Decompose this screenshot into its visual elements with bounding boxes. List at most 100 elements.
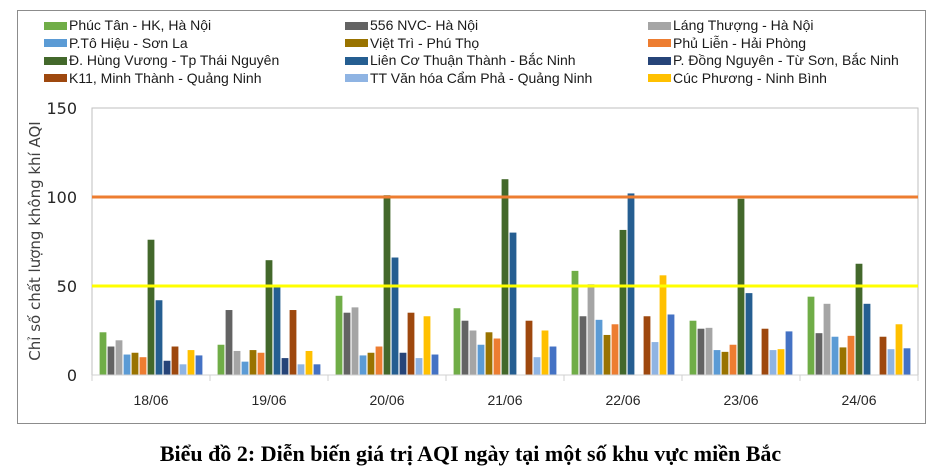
bar [587, 284, 595, 375]
bar [595, 319, 603, 375]
legend-label: Phủ Liễn - Hải Phòng [673, 34, 807, 51]
bar [659, 275, 667, 375]
bar [107, 346, 115, 375]
bar [485, 332, 493, 375]
legend-swatch [44, 74, 67, 83]
bar [721, 351, 729, 375]
bar [273, 285, 281, 375]
bar [627, 193, 635, 375]
bar [313, 364, 321, 375]
legend-item: Việt Trì - Phú Thọ [345, 35, 592, 53]
legend-swatch [345, 21, 368, 30]
bar [579, 316, 587, 375]
bar [863, 303, 871, 375]
bar [241, 361, 249, 375]
legend-label: TT Văn hóa Cẩm Phả - Quảng Ninh [370, 69, 593, 86]
bar [697, 328, 705, 375]
bar [847, 335, 855, 375]
bar [729, 344, 737, 375]
bar [611, 324, 619, 375]
bar [147, 239, 155, 375]
bar [431, 354, 439, 375]
bar [777, 349, 785, 375]
y-tick-label: 0 [67, 366, 77, 385]
legend-label: K11, Minh Thành - Quảng Ninh [69, 69, 262, 86]
bars-group [99, 179, 911, 375]
bar [289, 310, 297, 375]
legend-item: Đ. Hùng Vương - Tp Thái Nguyên [44, 52, 279, 70]
bar [603, 334, 611, 375]
bar [305, 350, 313, 375]
bar [407, 312, 415, 375]
bar [831, 336, 839, 375]
legend-label: Liên Cơ Thuận Thành - Bắc Ninh [370, 52, 576, 68]
x-tick-label: 18/06 [133, 392, 168, 408]
bar [509, 232, 517, 375]
bar [423, 316, 431, 375]
legend-item: Liên Cơ Thuận Thành - Bắc Ninh [345, 52, 592, 70]
y-tick-label: 50 [57, 277, 77, 296]
bar [139, 357, 147, 375]
bar [297, 364, 305, 375]
bar [501, 179, 509, 375]
bar [477, 344, 485, 375]
bar [887, 349, 895, 375]
legend-label: Cúc Phương - Ninh Bình [673, 69, 827, 86]
bar [375, 346, 383, 375]
x-tick-label: 22/06 [605, 392, 640, 408]
legend-swatch [648, 56, 671, 65]
legend-swatch [648, 39, 671, 48]
bar [785, 331, 793, 375]
bar [281, 358, 289, 375]
bar [249, 350, 257, 375]
bar [667, 314, 675, 375]
bar [469, 330, 477, 375]
bar [823, 303, 831, 375]
bar [689, 320, 697, 375]
legend-label: P.Tô Hiệu - Sơn La [69, 34, 188, 51]
bar [769, 350, 777, 375]
bar [351, 307, 359, 375]
legend-column: 556 NVC- Hà Nội Việt Trì - Phú Thọ Liên Cơ… [345, 17, 592, 87]
legend-label: Láng Thượng - Hà Nội [673, 17, 814, 33]
bar [525, 320, 533, 375]
bar [493, 338, 501, 375]
bar [415, 358, 423, 375]
bar [713, 350, 721, 375]
bar [549, 346, 557, 375]
bar [335, 295, 343, 375]
legend-swatch [44, 56, 67, 65]
legend-swatch [345, 39, 368, 48]
bar [359, 355, 367, 375]
bar [131, 352, 139, 375]
legend-swatch [345, 56, 368, 65]
legend-item: Láng Thượng - Hà Nội [648, 17, 899, 35]
bar [115, 340, 123, 375]
bar [855, 263, 863, 375]
legend-item: Phủ Liễn - Hải Phòng [648, 35, 899, 53]
legend-label: 556 NVC- Hà Nội [370, 17, 479, 33]
bar [187, 350, 195, 375]
bar [391, 257, 399, 375]
x-axis-ticks: 18/06 19/06 20/06 21/06 22/06 23/06 24/06 [91, 374, 919, 408]
legend-swatch [648, 21, 671, 30]
bar [257, 352, 265, 375]
x-tick-label: 21/06 [487, 392, 522, 408]
legend-label: Đ. Hùng Vương - Tp Thái Nguyên [69, 52, 280, 68]
bar [225, 310, 233, 375]
bar [571, 270, 579, 375]
y-tick-label: 100 [46, 188, 77, 207]
bar [217, 344, 225, 375]
bar [155, 300, 163, 375]
bar [705, 327, 713, 375]
bar [399, 352, 407, 375]
x-tick-label: 24/06 [841, 392, 876, 408]
bar [895, 324, 903, 375]
legend-label: Phúc Tân - HK, Hà Nội [69, 17, 212, 33]
legend-swatch [345, 74, 368, 83]
y-axis-label: Chỉ số chất lượng không khí AQI [26, 121, 44, 360]
bar [453, 308, 461, 375]
chart-plot: 0 50 100 150 18/06 19/06 20/06 21/06 22/06 23/06… [26, 99, 919, 408]
bar [367, 352, 375, 375]
bar [541, 330, 549, 375]
